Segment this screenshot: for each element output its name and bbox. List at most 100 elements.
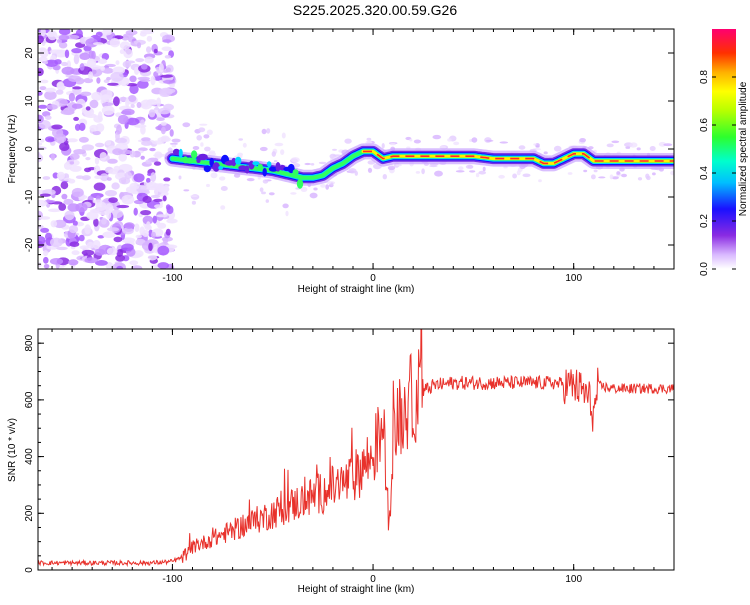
spectrogram-ytick-label: 0 [24,146,35,152]
noise-speckle [482,166,486,172]
noise-speckle [71,103,83,109]
noise-speckle [105,190,117,197]
noise-speckle [86,211,99,220]
noise-speckle [105,203,114,214]
noise-speckle [53,133,67,144]
noise-speckle [99,173,109,182]
noise-speckle [129,260,139,266]
noise-speckle [96,77,101,84]
noise-speckle [50,220,58,228]
noise-speckle [670,170,674,176]
noise-speckle [512,173,517,179]
noise-speckle [160,126,166,135]
noise-speckle [609,174,614,180]
noise-speckle [538,179,542,183]
noise-speckle [49,49,63,54]
noise-speckle [162,79,176,84]
noise-speckle [203,134,210,139]
noise-speckle [113,96,120,107]
noise-speckle [169,142,178,145]
noise-speckle [56,82,65,89]
noise-speckle [100,66,106,71]
noise-speckle [56,246,68,251]
noise-speckle [200,142,204,147]
noise-speckle [156,117,165,121]
noise-speckle [146,177,151,183]
noise-speckle [75,175,85,179]
noise-speckle [119,49,125,55]
noise-speckle [310,163,315,166]
spectrogram-ytick-label: -10 [24,189,35,204]
noise-speckle [95,260,108,266]
noise-speckle [242,142,247,148]
noise-speckle [84,257,98,264]
noise-speckle [543,151,548,155]
noise-speckle [663,143,673,147]
snr-ytick-label: 600 [24,391,35,408]
ridge-blob [209,157,214,167]
snr-ytick-label: 400 [24,448,35,465]
noise-speckle [39,216,51,220]
ridge-blob [292,169,299,176]
noise-speckle [381,143,385,149]
noise-speckle [38,114,44,124]
ridge-blob [184,157,195,164]
noise-speckle [133,207,138,216]
noise-speckle [219,176,226,181]
noise-speckle [475,172,480,178]
noise-speckle [61,61,68,67]
noise-speckle [72,220,78,226]
noise-speckle [38,91,43,96]
noise-speckle [115,254,125,262]
noise-speckle [86,58,97,67]
noise-speckle [42,176,51,180]
noise-speckle [116,265,123,269]
noise-speckle [107,227,120,232]
noise-speckle [191,200,196,205]
noise-speckle [611,140,620,144]
noise-speckle [126,117,140,126]
noise-speckle [325,184,330,190]
noise-speckle [114,35,124,40]
noise-speckle [598,176,606,179]
noise-speckle [447,138,452,142]
noise-speckle [268,192,275,196]
noise-speckle [118,152,127,162]
noise-speckle [97,58,107,64]
noise-speckle [220,205,226,210]
noise-speckle [79,63,85,71]
noise-speckle [99,152,108,161]
noise-speckle [85,113,97,119]
noise-speckle [162,69,170,73]
noise-speckle [48,208,61,213]
noise-speckle [101,105,115,116]
noise-speckle [300,186,308,192]
ridge-blob [231,157,237,167]
noise-speckle [90,192,104,199]
noise-speckle [131,265,143,269]
noise-speckle [237,152,244,157]
noise-speckle [61,66,75,75]
noise-speckle [645,173,650,179]
noise-speckle [91,91,103,101]
spectrogram-ylabel: Frequency (Hz) [7,115,18,184]
spectrogram-ytick-label: -20 [24,237,35,252]
noise-speckle [130,104,135,108]
ridge-blob [218,165,224,170]
noise-speckle [136,101,142,109]
noise-speckle [39,86,47,91]
colorbar: 0.0 0.2 0.4 0.6 0.8 Normalized spectral ampl… [699,29,749,276]
noise-speckle [471,137,478,143]
noise-speckle [133,250,144,258]
noise-speckle [169,83,175,88]
noise-speckle [59,142,70,151]
noise-speckle [161,88,176,94]
noise-speckle [196,135,202,141]
noise-speckle [121,243,134,252]
noise-speckle [73,116,79,121]
noise-speckle [304,162,312,166]
noise-speckle [265,199,269,203]
noise-speckle [261,191,266,195]
noise-speckle [266,128,271,134]
noise-speckle [116,204,130,209]
